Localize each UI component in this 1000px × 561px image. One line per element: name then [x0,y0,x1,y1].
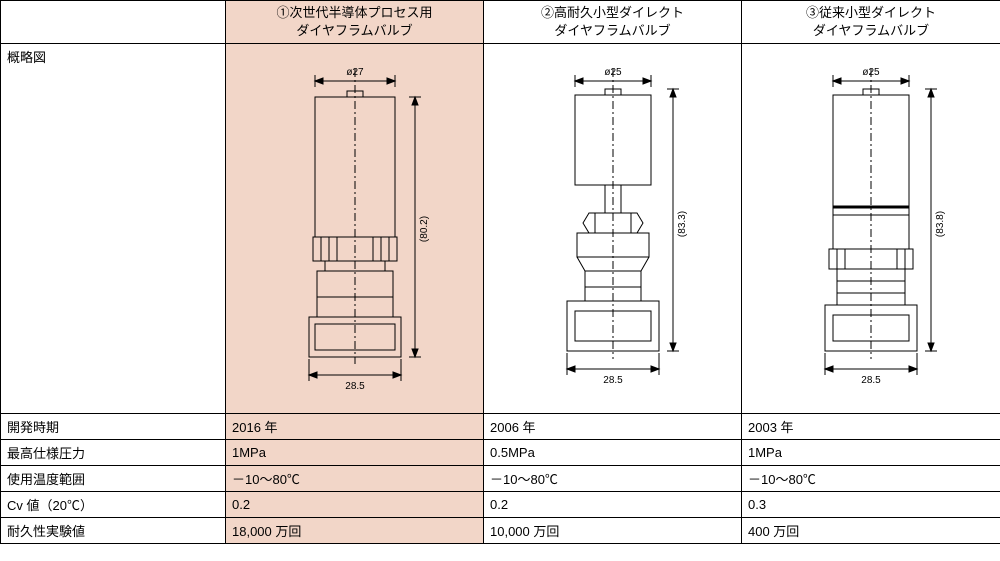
col2-bottom-dim: 28.5 [603,375,623,386]
cv-col2: 0.2 [484,492,742,518]
header-blank [1,1,226,44]
temp-range-col1: －10～80℃ [226,466,484,492]
max-pressure-col2: 0.5MPa [484,440,742,466]
durability-col1: 18,000 万回 [226,518,484,544]
col3-diagram: ø25 [742,44,1000,414]
col1-header: ①次世代半導体プロセス用 ダイヤフラムバルブ [226,1,484,44]
col2-header-line1: ②高耐久小型ダイレクト [541,5,684,20]
col1-bottom-dim: 28.5 [345,381,365,392]
valve2-svg: ø25 [513,59,713,399]
temp-range-col2: －10～80℃ [484,466,742,492]
dev-year-col3: 2003 年 [742,414,1000,440]
durability-row: 耐久性実験値 18,000 万回 10,000 万回 400 万回 [1,518,1000,544]
col2-height-dim: (83.3) [677,211,688,237]
col1-diagram: ø27 [226,44,484,414]
col2-header: ②高耐久小型ダイレクト ダイヤフラムバルブ [484,1,742,44]
col2-header-line2: ダイヤフラムバルブ [554,23,670,38]
col1-height-dim: (80.2) [419,216,430,242]
col3-header: ③従来小型ダイレクト ダイヤフラムバルブ [742,1,1000,44]
diagram-label: 概略図 [1,44,226,414]
cv-label: Cv 値（20℃） [1,492,226,518]
durability-col2: 10,000 万回 [484,518,742,544]
col3-header-line2: ダイヤフラムバルブ [813,23,929,38]
valve-comparison-table: ①次世代半導体プロセス用 ダイヤフラムバルブ ②高耐久小型ダイレクト ダイヤフラ… [0,0,1000,544]
cv-col3: 0.3 [742,492,1000,518]
max-pressure-label: 最高仕様圧力 [1,440,226,466]
valve1-svg: ø27 [255,59,455,399]
max-pressure-col3: 1MPa [742,440,1000,466]
col1-header-line2: ダイヤフラムバルブ [296,23,412,38]
cv-row: Cv 値（20℃） 0.2 0.2 0.3 [1,492,1000,518]
temp-range-label: 使用温度範囲 [1,466,226,492]
header-row: ①次世代半導体プロセス用 ダイヤフラムバルブ ②高耐久小型ダイレクト ダイヤフラ… [1,1,1000,44]
max-pressure-row: 最高仕様圧力 1MPa 0.5MPa 1MPa [1,440,1000,466]
col1-header-line1: ①次世代半導体プロセス用 [276,5,432,20]
temp-range-col3: －10～80℃ [742,466,1000,492]
temp-range-row: 使用温度範囲 －10～80℃ －10～80℃ －10～80℃ [1,466,1000,492]
cv-col1: 0.2 [226,492,484,518]
dev-year-row: 開発時期 2016 年 2006 年 2003 年 [1,414,1000,440]
diagram-row: 概略図 ø27 [1,44,1000,414]
valve3-svg: ø25 [771,59,971,399]
max-pressure-col1: 1MPa [226,440,484,466]
dev-year-label: 開発時期 [1,414,226,440]
dev-year-col2: 2006 年 [484,414,742,440]
col2-diagram: ø25 [484,44,742,414]
col3-bottom-dim: 28.5 [861,375,881,386]
dev-year-col1: 2016 年 [226,414,484,440]
durability-label: 耐久性実験値 [1,518,226,544]
col3-height-dim: (83.8) [935,211,946,237]
durability-col3: 400 万回 [742,518,1000,544]
col3-header-line1: ③従来小型ダイレクト [806,5,936,20]
